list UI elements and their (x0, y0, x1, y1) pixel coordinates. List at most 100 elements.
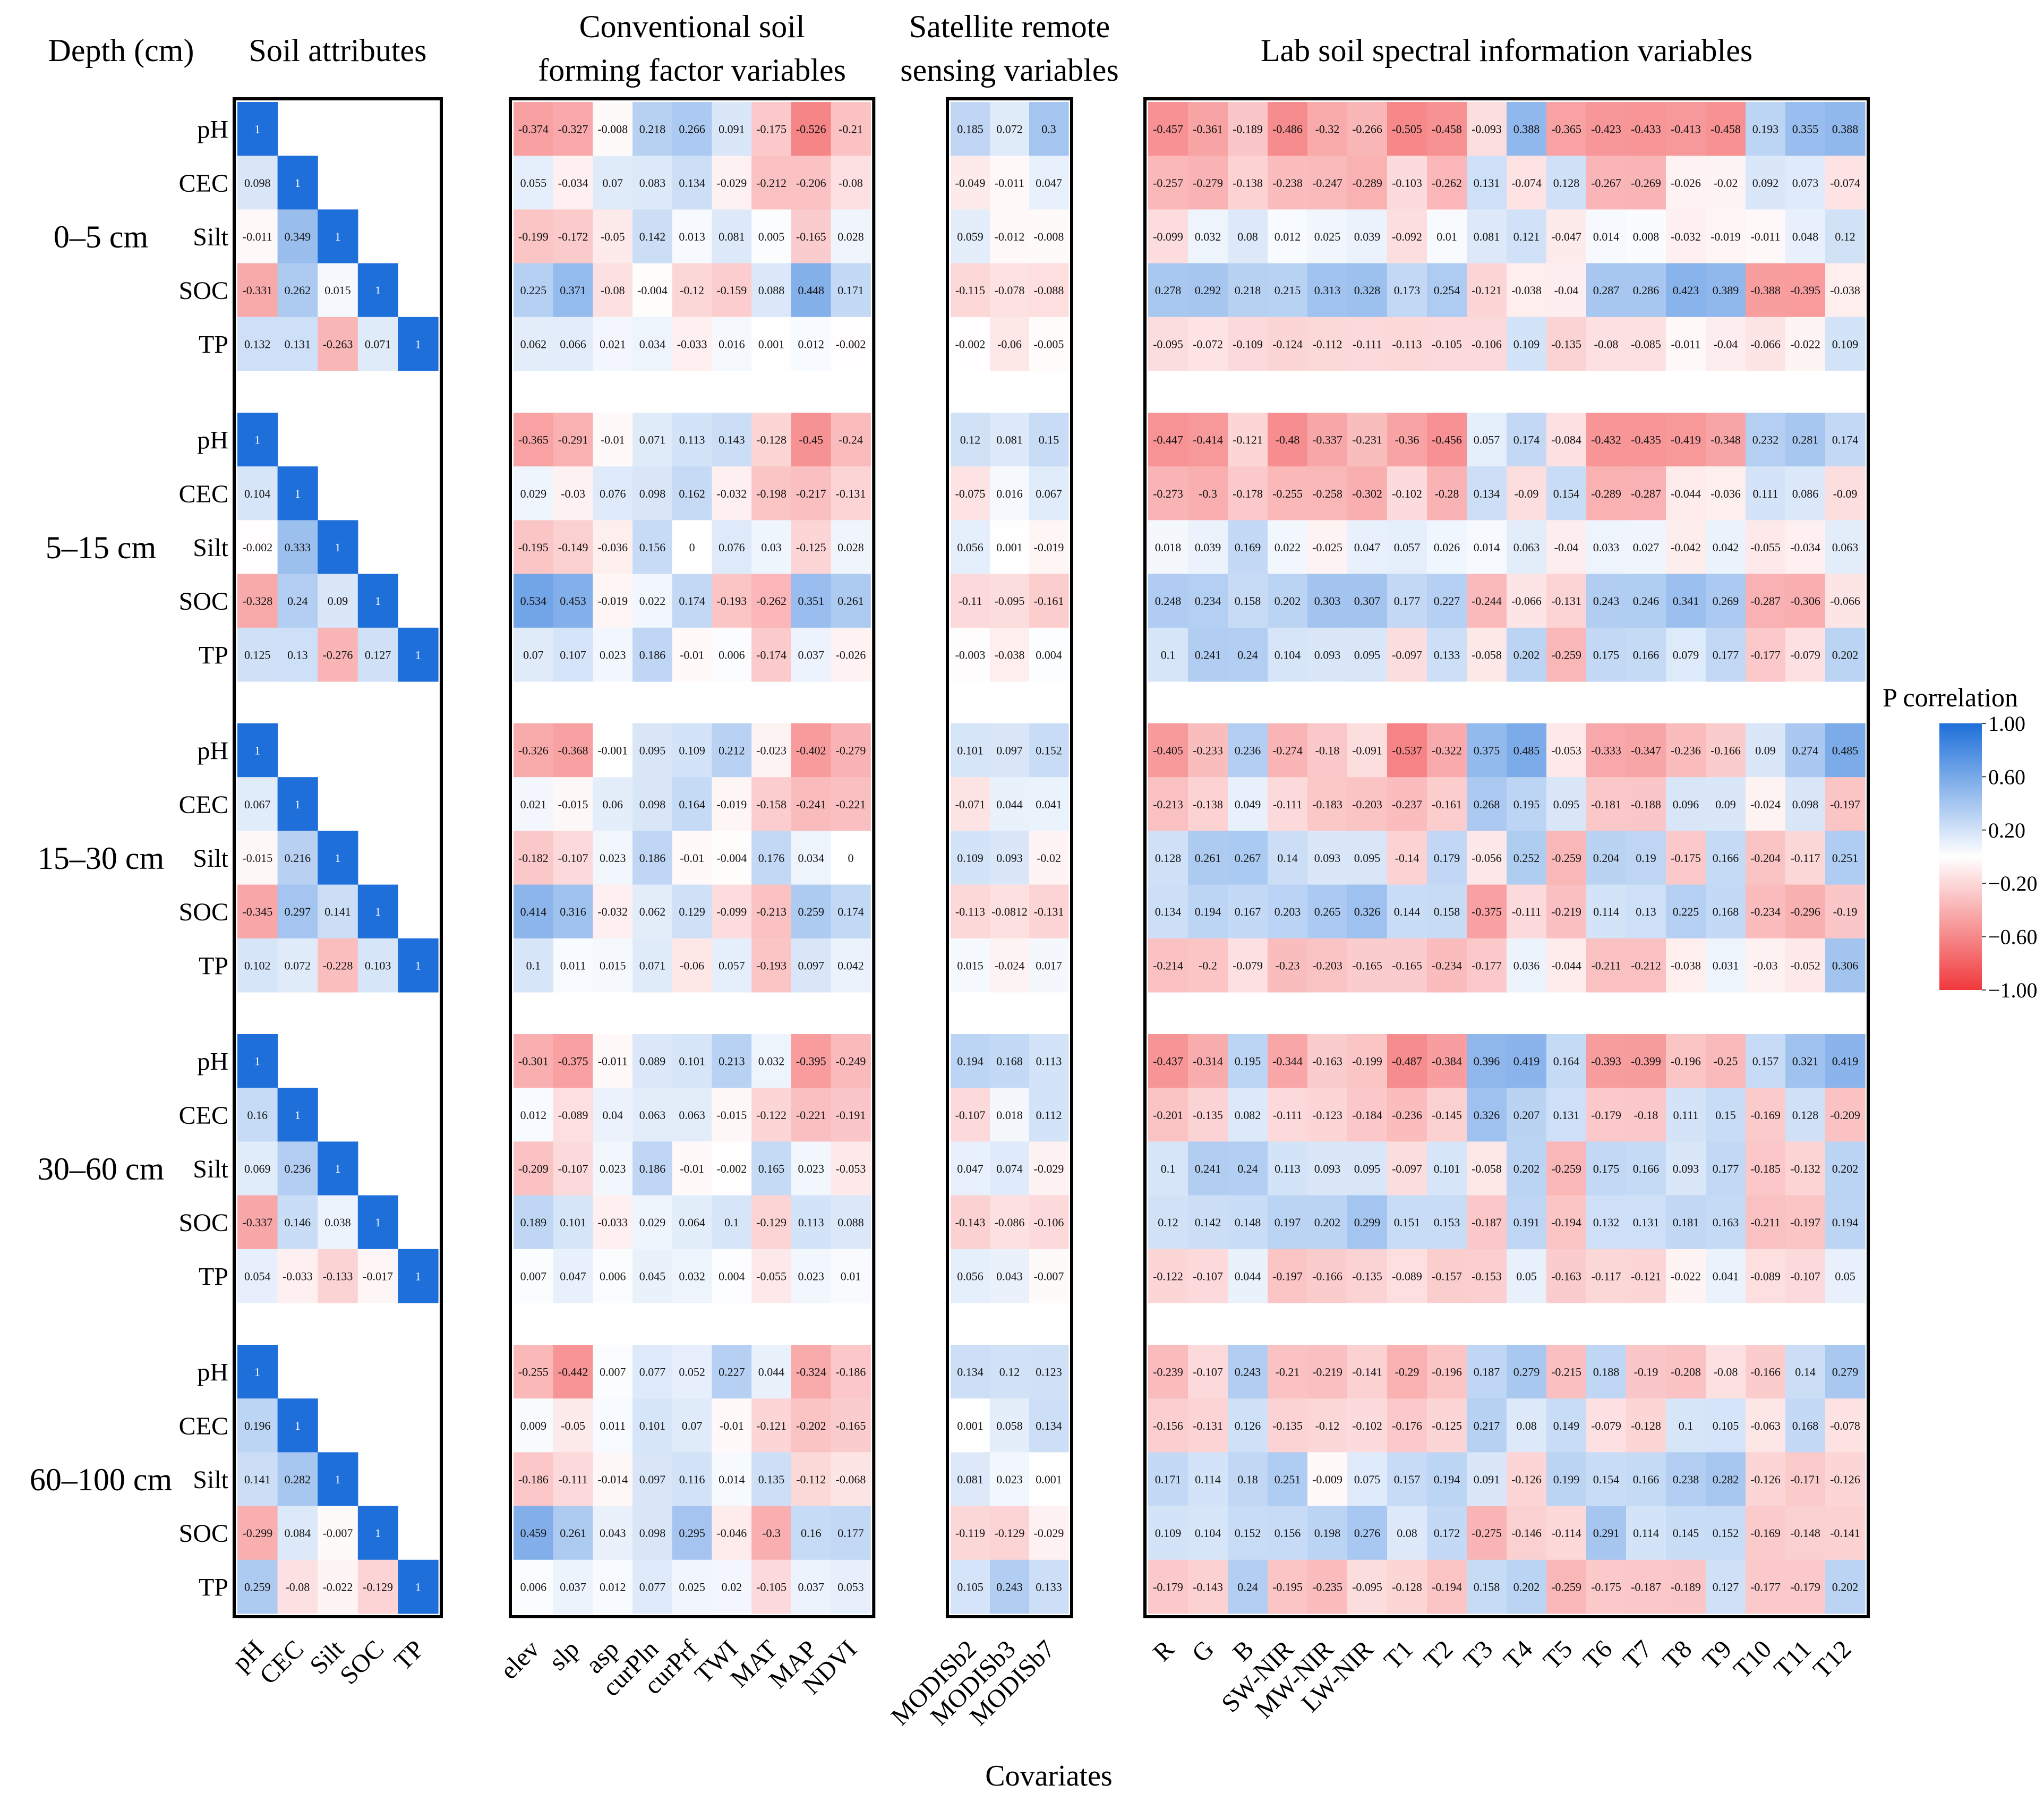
cell-value-label: 0.133 (1434, 648, 1460, 661)
cell-value-label: -0.068 (836, 1473, 866, 1486)
heatmap-cell (1507, 1452, 1547, 1507)
cell-value-label: -0.089 (1392, 1269, 1422, 1283)
cell-value-label: -0.289 (1352, 176, 1382, 190)
cell-value-label: -0.032 (1671, 230, 1701, 243)
panel-border (946, 97, 1073, 1618)
heatmap-cell (1746, 209, 1786, 264)
cell-value-label: -0.161 (1034, 594, 1064, 608)
cell-value-label: 0.166 (1633, 648, 1660, 661)
cell-value-label: 1 (295, 1419, 301, 1432)
heatmap-cell (951, 777, 990, 831)
heatmap-cell (990, 1249, 1030, 1303)
heatmap-cell (632, 466, 673, 520)
cell-value-label: -0.299 (242, 1526, 272, 1540)
cell-value-label: -0.159 (716, 284, 747, 297)
heatmap-cell (1387, 156, 1427, 210)
cell-value-label: -0.038 (1830, 284, 1860, 297)
heatmap-cell (1706, 209, 1746, 264)
cell-value-label: 0.12 (1835, 230, 1855, 243)
cell-value-label: -0.177 (1750, 1580, 1781, 1593)
cell-value-label: -0.191 (836, 1108, 866, 1122)
cell-value-label: 0.07 (523, 648, 544, 661)
column-label: T3 (1458, 1635, 1498, 1675)
cell-value-label: -0.432 (1591, 433, 1621, 447)
heatmap-cell (1228, 777, 1268, 831)
heatmap-cell (1467, 466, 1507, 520)
cell-value-label: 1 (415, 1269, 421, 1283)
heatmap-cell (1188, 1452, 1228, 1507)
column-label: elev (495, 1635, 545, 1685)
heatmap-cell (1148, 156, 1188, 210)
cell-value-label: -0.165 (796, 230, 826, 243)
heatmap-cell (277, 263, 318, 318)
heatmap-cell (1228, 317, 1268, 371)
cell-value-label: 0.074 (996, 1162, 1023, 1175)
cell-value-label: 0.022 (639, 594, 666, 608)
heatmap-cell (951, 209, 990, 264)
heatmap-cell (593, 1088, 633, 1142)
heatmap-cell (1626, 627, 1666, 682)
heatmap-cell (1626, 1034, 1666, 1088)
heatmap-cell (1467, 520, 1507, 575)
heatmap-cell (593, 938, 633, 993)
heatmap-cell (1188, 209, 1228, 264)
heatmap-cell (831, 884, 871, 939)
heatmap-cell (514, 1559, 554, 1614)
heatmap-cell (751, 1141, 792, 1196)
cell-value-label: -0.526 (796, 123, 826, 136)
cell-value-label: -0.337 (242, 1216, 272, 1229)
heatmap-cell (990, 1195, 1030, 1250)
cell-value-label: 0.534 (520, 594, 547, 608)
heatmap-cell (951, 938, 990, 993)
cell-value-label: -0.195 (518, 541, 549, 554)
heatmap-cell (990, 723, 1030, 778)
heatmap-cell (1785, 156, 1826, 210)
heatmap-cell (632, 884, 673, 939)
heatmap-cell (553, 1141, 593, 1196)
heatmap-cell (1785, 884, 1826, 939)
heatmap-cell (831, 1249, 871, 1303)
column-label: T10 (1728, 1635, 1777, 1684)
heatmap-cell (1746, 1506, 1786, 1560)
cell-value-label: 0.04 (603, 1108, 623, 1122)
cell-value-label: 0.015 (600, 959, 626, 972)
cell-value-label: -0.156 (1153, 1419, 1183, 1432)
cell-value-label: -0.008 (597, 123, 628, 136)
cell-value-label: -0.055 (1750, 541, 1781, 554)
cell-value-label: -0.48 (1276, 433, 1300, 447)
cell-value-label: 0.141 (244, 1473, 271, 1486)
heatmap-cell (1347, 574, 1388, 628)
cell-value-label: -0.112 (796, 1473, 826, 1486)
cell-value-label: 0.251 (1275, 1473, 1301, 1486)
cell-value-label: 0.05 (1516, 1269, 1537, 1283)
cell-value-label: -0.255 (518, 1365, 549, 1379)
heatmap-cell (318, 263, 358, 318)
cell-value-label: 0.142 (639, 230, 666, 243)
heatmap-cell (1825, 317, 1866, 371)
heatmap-cell (398, 938, 439, 993)
heatmap-cell (1307, 1195, 1348, 1250)
cell-value-label: 0.02 (722, 1580, 742, 1593)
cell-value-label: 0.195 (1513, 798, 1540, 811)
heatmap-cell (1746, 777, 1786, 831)
heatmap-cell (1029, 1506, 1069, 1560)
cell-value-label: -0.395 (796, 1055, 826, 1068)
cell-value-label: 0.08 (1237, 230, 1258, 243)
cell-value-label: 0.064 (679, 1216, 705, 1229)
heatmap-cell (1467, 317, 1507, 371)
cell-value-label: -0.189 (1671, 1580, 1701, 1593)
heatmap-cell (1586, 627, 1627, 682)
heatmap-cell (672, 1559, 713, 1614)
heatmap-cell (1467, 574, 1507, 628)
cell-value-label: 0.109 (1832, 337, 1859, 351)
cell-value-label: 0.149 (1553, 1419, 1580, 1432)
cell-value-label: -0.102 (1392, 487, 1422, 500)
cell-value-label: -0.302 (1352, 487, 1382, 500)
cell-value-label: -0.074 (1830, 176, 1860, 190)
cell-value-label: 0.015 (957, 959, 983, 972)
heatmap-cell (1268, 723, 1308, 778)
heatmap-cell (1586, 1506, 1627, 1560)
cell-value-label: 0.485 (1832, 744, 1859, 757)
cell-value-label: 0.181 (1673, 1216, 1699, 1229)
cell-value-label: -0.267 (1591, 176, 1621, 190)
